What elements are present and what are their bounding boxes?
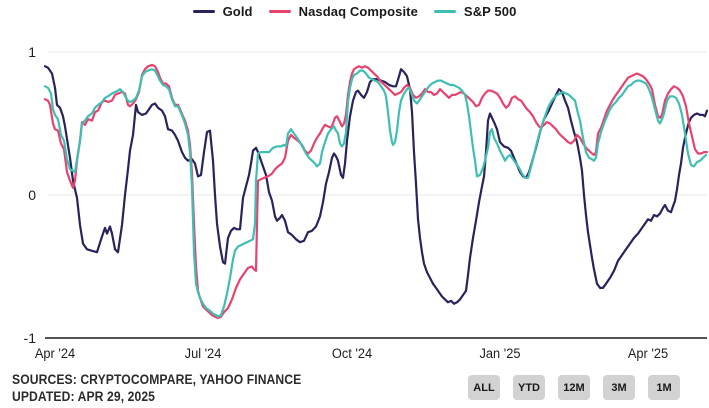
range-button-12m[interactable]: 12M [558, 375, 590, 400]
legend-label-gold: Gold [222, 3, 253, 19]
legend-swatch-nasdaq-composite [268, 9, 291, 13]
x-axis-tick-apr-24: Apr '24 [34, 346, 76, 361]
range-button-all[interactable]: ALL [468, 375, 500, 400]
legend-item-gold: Gold [192, 3, 253, 19]
y-axis-tick-1: 1 [28, 44, 36, 60]
legend-item-nasdaq-composite: Nasdaq Composite [268, 3, 418, 19]
range-button-ytd[interactable]: YTD [513, 375, 545, 400]
x-axis-tick-apr-25: Apr '25 [627, 346, 669, 361]
legend-label-s-p-500: S&P 500 [463, 3, 517, 19]
legend-swatch-s-p-500 [433, 9, 456, 13]
y-axis-tick-0: 0 [28, 187, 36, 203]
legend-label-nasdaq-composite: Nasdaq Composite [298, 3, 418, 19]
series-line-s-p-500 [43, 68, 708, 318]
sources-line: SOURCES: CRYPTOCOMPARE, YAHOO FINANCE [12, 372, 302, 387]
x-axis-tick-jul-24: Jul '24 [184, 346, 222, 361]
range-button-1m[interactable]: 1M [648, 375, 680, 400]
series-line-gold [43, 65, 709, 305]
range-button-group: ALL YTD 12M 3M 1M [468, 375, 680, 400]
legend-item-s-p-500: S&P 500 [433, 3, 517, 19]
x-axis-tick-oct-24: Oct '24 [331, 346, 373, 361]
y-axis-tick--1: -1 [23, 330, 36, 346]
updated-line: UPDATED: APR 29, 2025 [12, 389, 156, 405]
legend-swatch-gold [192, 9, 215, 13]
x-axis-tick-jan-25: Jan '25 [479, 346, 521, 361]
chart-legend: Gold Nasdaq Composite S&P 500 [0, 0, 709, 22]
source-attribution: SOURCES: CRYPTOCOMPARE, YAHOO FINANCE UP… [12, 371, 301, 406]
range-button-3m[interactable]: 3M [603, 375, 635, 400]
